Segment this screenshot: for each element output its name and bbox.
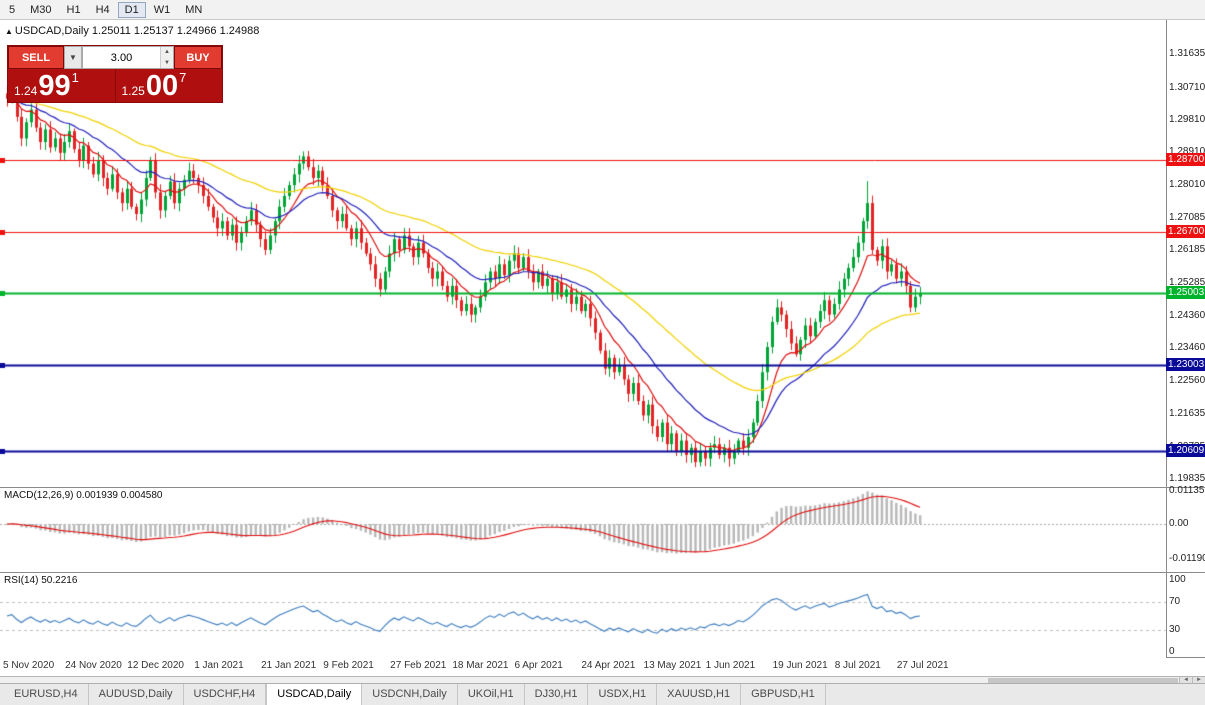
buy-price-big: 00 — [145, 70, 179, 102]
macd-indicator-canvas[interactable] — [0, 487, 1166, 572]
chart-tab-DJ30-H1[interactable]: DJ30,H1 — [525, 684, 589, 705]
sell-price-sup: 1 — [71, 70, 79, 85]
sell-price-small: 1.24 — [14, 84, 38, 98]
spin-up-icon[interactable]: ▲ — [161, 47, 173, 58]
chart-tab-USDCAD-Daily[interactable]: USDCAD,Daily — [266, 684, 363, 705]
timeframe-button-H4[interactable]: H4 — [89, 2, 117, 18]
buy-price-sup: 7 — [179, 70, 187, 85]
sell-price-big: 99 — [38, 70, 71, 102]
price-level-badge: 1.28700 — [1166, 153, 1205, 166]
horizontal-scrollbar[interactable]: ◄ ► — [0, 676, 1205, 684]
timeframe-button-MN[interactable]: MN — [178, 2, 209, 18]
price-level-badge: 1.25003 — [1166, 285, 1205, 299]
volume-dropdown-button[interactable]: ▼ — [64, 46, 82, 69]
price-axis-tick: 1.27085 — [1169, 212, 1205, 224]
scroll-left-icon[interactable]: ◄ — [1179, 677, 1192, 684]
chart-title-text: USDCAD,Daily 1.25011 1.25137 1.24966 1.2… — [14, 25, 260, 37]
price-axis-tick: 1.22560 — [1169, 374, 1205, 386]
price-axis-tick: 1.21635 — [1169, 408, 1205, 420]
price-axis-tick: 1.24360 — [1169, 310, 1205, 322]
rsi-axis-tick: 30 — [1169, 624, 1181, 636]
spin-down-icon[interactable]: ▼ — [161, 57, 173, 68]
date-label: 9 Feb 2021 — [323, 660, 374, 671]
price-divider — [114, 69, 116, 102]
timeframe-toolbar: 5 M30 H1 H4 D1 W1 MN — [0, 0, 1205, 20]
price-axis-tick: 1.31635 — [1169, 48, 1205, 60]
price-axis-tick: 1.30710 — [1169, 81, 1205, 93]
price-axis-tick: 1.19835 — [1169, 472, 1205, 484]
date-label: 1 Jan 2021 — [194, 660, 244, 671]
macd-pane-separator[interactable] — [0, 487, 1205, 488]
date-label: 12 Dec 2020 — [127, 660, 184, 671]
macd-axis-tick: 0.01135 — [1169, 485, 1205, 497]
chart-tab-GBPUSD-H1[interactable]: GBPUSD,H1 — [741, 684, 826, 705]
rsi-pane-separator[interactable] — [0, 572, 1205, 573]
rsi-axis-tick: 70 — [1169, 595, 1181, 607]
price-axis-tick: 1.28010 — [1169, 178, 1205, 190]
date-label: 5 Nov 2020 — [3, 660, 55, 671]
price-level-badge: 1.26700 — [1166, 224, 1205, 238]
date-label: 13 May 2021 — [643, 660, 702, 671]
rsi-indicator-canvas[interactable] — [0, 572, 1166, 657]
date-label: 24 Apr 2021 — [581, 660, 636, 671]
macd-indicator-label: MACD(12,26,9) 0.001939 0.004580 — [4, 490, 163, 501]
macd-axis-tick: -0.01190 — [1169, 552, 1205, 564]
volume-input[interactable] — [83, 47, 160, 68]
chart-marker-icon: ▲ — [5, 27, 13, 36]
timeframe-button-H1[interactable]: H1 — [60, 2, 88, 18]
buy-button[interactable]: BUY — [174, 46, 222, 69]
date-label: 27 Jul 2021 — [896, 660, 949, 671]
price-level-badge: 1.20609 — [1166, 444, 1205, 458]
date-label: 24 Nov 2020 — [65, 660, 122, 671]
date-label: 8 Jul 2021 — [834, 660, 881, 671]
sell-price-display[interactable]: 1.24 99 1 — [8, 69, 115, 102]
volume-stepper[interactable]: ▲ ▼ — [160, 47, 173, 68]
price-axis-tick: 1.23460 — [1169, 342, 1205, 354]
buy-price-display[interactable]: 1.25 00 7 — [116, 69, 223, 102]
chart-window: ▲ USDCAD,Daily 1.25011 1.25137 1.24966 1.… — [0, 20, 1205, 676]
macd-axis-tick: 0.00 — [1169, 518, 1189, 529]
timeframe-button-5[interactable]: 5 — [2, 2, 22, 18]
price-axis-tick: 1.29810 — [1169, 114, 1205, 126]
date-label: 6 Apr 2021 — [514, 660, 563, 671]
chart-tab-USDX-H1[interactable]: USDX,H1 — [588, 684, 658, 705]
chart-tab-AUDUSD-Daily[interactable]: AUDUSD,Daily — [89, 684, 184, 705]
price-axis-tick: 1.28910 — [1169, 146, 1205, 158]
chart-tab-USDCNH-Daily[interactable]: USDCNH,Daily — [362, 684, 458, 705]
date-label: 27 Feb 2021 — [390, 660, 447, 671]
scrollbar-thumb[interactable] — [988, 678, 1178, 683]
chart-tabs: EURUSD,H4 AUDUSD,Daily USDCHF,H4 USDCAD,Dai… — [0, 683, 1205, 705]
price-level-badge: 1.23003 — [1166, 357, 1205, 371]
date-label: 19 Jun 2021 — [772, 660, 828, 671]
chart-tab-EURUSD-H4[interactable]: EURUSD,H4 — [4, 684, 89, 705]
price-axis[interactable]: 1.31635 1.30710 1.29810 1.28910 1.28010 1.270… — [1166, 20, 1205, 676]
rsi-axis-tick: 0 — [1169, 646, 1175, 657]
chart-tab-UKOil-H1[interactable]: UKOil,H1 — [458, 684, 525, 705]
date-label: 1 Jun 2021 — [705, 660, 756, 671]
scroll-right-icon[interactable]: ► — [1192, 677, 1205, 684]
buy-price-small: 1.25 — [121, 84, 145, 98]
date-label: 21 Jan 2021 — [261, 660, 317, 671]
chart-symbol-title: ▲ USDCAD,Daily 1.25011 1.25137 1.24966 1.… — [5, 25, 259, 37]
rsi-indicator-label: RSI(14) 50.2216 — [4, 575, 78, 586]
chevron-down-icon: ▼ — [69, 53, 77, 62]
sell-button[interactable]: SELL — [8, 46, 64, 69]
timeframe-button-M30[interactable]: M30 — [23, 2, 58, 18]
timeframe-button-W1[interactable]: W1 — [147, 2, 178, 18]
price-axis-separator — [1166, 20, 1167, 657]
price-axis-tick: 1.26185 — [1169, 244, 1205, 256]
date-axis[interactable]: 5 Nov 2020 24 Nov 2020 12 Dec 2020 1 Jan 20… — [0, 657, 1166, 676]
date-label: 18 Mar 2021 — [452, 660, 509, 671]
rsi-axis-tick: 100 — [1169, 574, 1186, 585]
chart-tab-XAUUSD-H1[interactable]: XAUUSD,H1 — [657, 684, 742, 705]
chart-tab-USDCHF-H4[interactable]: USDCHF,H4 — [184, 684, 267, 705]
price-axis-tick: 1.25285 — [1169, 276, 1205, 288]
timeframe-button-D1[interactable]: D1 — [117, 1, 146, 18]
